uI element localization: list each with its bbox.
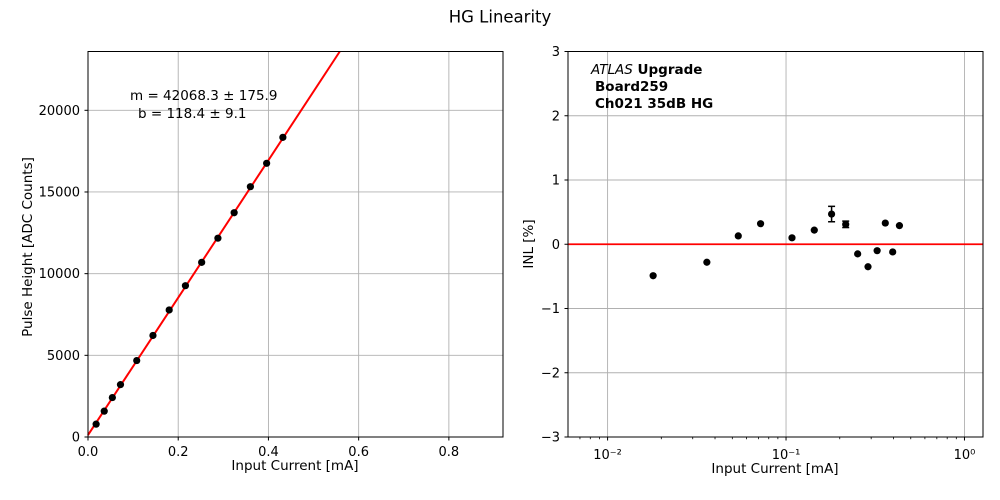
y-tick-label: 0: [552, 238, 560, 253]
y-tick-label: 3: [552, 45, 560, 60]
data-point: [263, 159, 271, 167]
x-tick-label: 0.6: [348, 445, 369, 460]
atlas-label: ATLAS: [591, 62, 633, 78]
y-tick-label: 20000: [39, 104, 80, 119]
data-point: [165, 306, 173, 314]
y-tick-label: −3: [541, 431, 560, 446]
data-point: [149, 331, 157, 340]
y-tick-label: 1: [552, 174, 560, 189]
data-point: [198, 258, 206, 266]
x-tick-label: 10⁰: [954, 448, 976, 463]
x-tick-label: 10⁻²: [593, 448, 622, 463]
right-y-axis-label: INL [%]: [521, 219, 537, 269]
data-point: [842, 220, 850, 228]
data-point: [889, 248, 897, 256]
y-tick-label: 5000: [47, 349, 80, 364]
y-tick-label: 0: [72, 431, 80, 446]
atlas-annotation-board: Board259: [595, 79, 669, 95]
data-point: [181, 282, 190, 290]
data-point: [116, 381, 125, 389]
y-tick-label: −1: [541, 302, 560, 317]
x-tick-label: 0.0: [78, 445, 99, 460]
data-point: [873, 247, 881, 255]
data-point: [810, 226, 818, 234]
data-point: [703, 258, 711, 266]
data-point: [756, 220, 765, 228]
y-tick-label: 10000: [39, 267, 80, 282]
data-point: [734, 232, 742, 240]
data-point: [788, 234, 796, 242]
data-point: [279, 133, 287, 141]
data-point: [214, 234, 222, 242]
atlas-annotation-line1: ATLAS Upgrade: [591, 62, 702, 79]
data-point: [895, 222, 904, 230]
y-tick-label: 15000: [39, 185, 80, 200]
data-point: [133, 356, 141, 365]
x-tick-label: 0.4: [258, 445, 279, 460]
figure-title: HG Linearity: [448, 7, 552, 27]
y-tick-label: −2: [541, 366, 560, 381]
data-point: [246, 183, 254, 191]
data-point: [92, 420, 100, 428]
x-tick-label: 10⁻¹: [772, 448, 801, 463]
axes-frame: [87, 51, 504, 438]
data-point: [864, 263, 872, 271]
data-point: [827, 210, 836, 218]
left-x-axis-label: Input Current [mA]: [231, 458, 359, 474]
left-y-axis-label: Pulse Height [ADC Counts]: [20, 157, 36, 337]
right-plot: 10⁻² 10⁻¹ 10⁰ −3 −2 −1 0 1 2 3: [541, 45, 984, 463]
upgrade-label: Upgrade: [632, 62, 703, 78]
left-plot: 0.0 0.2 0.4 0.6 0.8 0 5000 10000 15000 20000: [39, 50, 504, 460]
data-point: [108, 393, 116, 402]
data-point: [649, 272, 657, 280]
x-tick-label: 0.2: [168, 445, 189, 460]
fit-result-slope: m = 42068.3 ± 175.9: [130, 88, 278, 104]
x-tick-label: 0.8: [439, 445, 460, 460]
data-point: [881, 219, 889, 227]
atlas-annotation-channel: Ch021 35dB HG: [595, 96, 714, 112]
right-x-axis-label: Input Current [mA]: [711, 461, 839, 477]
fit-result-intercept: b = 118.4 ± 9.1: [138, 106, 247, 122]
data-point: [854, 250, 862, 258]
data-point: [230, 209, 238, 217]
y-tick-label: 2: [552, 109, 560, 124]
data-point: [100, 407, 108, 415]
fit-line: [87, 50, 341, 436]
